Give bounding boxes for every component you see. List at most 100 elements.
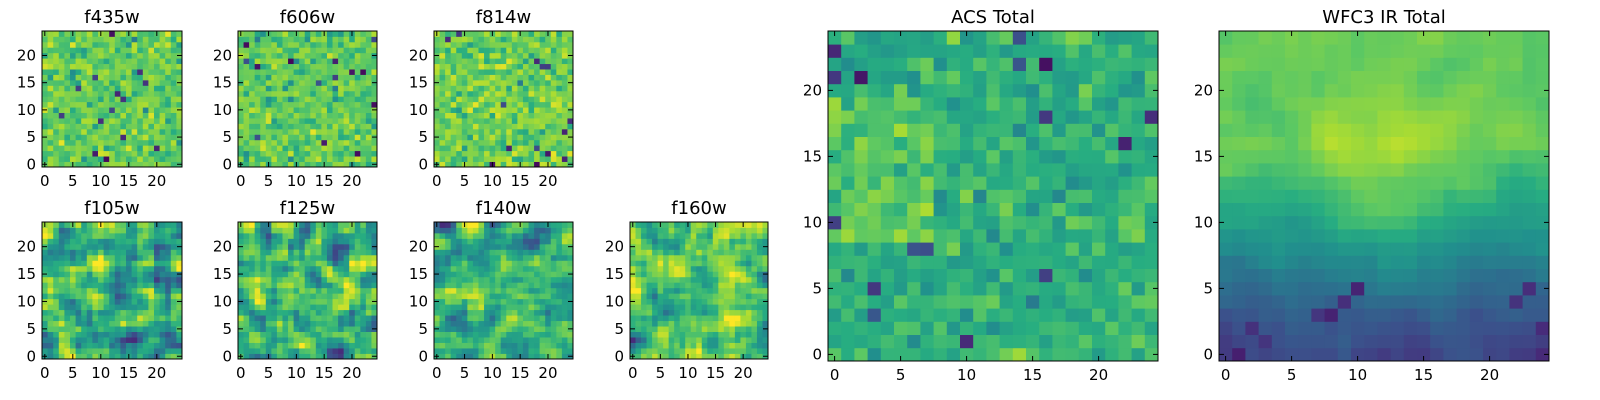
heatmap-cell [103,145,110,152]
heatmap-cell [315,326,322,332]
heatmap-cell [674,282,681,289]
heatmap-cell [1039,163,1053,177]
heatmap-cell [461,320,468,327]
heatmap-cell [114,331,121,338]
x-tick-label: 5 [656,364,666,382]
heatmap-cell [293,101,300,108]
heatmap-cell [679,282,686,289]
heatmap-cell [271,161,278,168]
heatmap-cell [472,326,479,332]
heatmap-cell [310,161,317,168]
heatmap-cell [534,118,541,124]
heatmap-cell [506,315,513,322]
heatmap-cell [299,79,306,86]
heatmap-cell [354,282,361,289]
heatmap-cell [371,238,378,245]
heatmap-cell [343,282,350,289]
heatmap-cell [456,222,463,228]
heatmap-cell [64,222,71,228]
heatmap-cell [528,315,535,322]
heatmap-cell [679,298,686,305]
heatmap-cell [276,232,283,239]
heatmap-cell [282,96,289,103]
heatmap-cell [907,163,921,177]
heatmap-cell [450,139,457,146]
heatmap-cell [561,156,568,162]
heatmap-cell [326,265,333,272]
heatmap-cell [265,315,272,322]
heatmap-cell [445,287,452,294]
heatmap-cell [354,326,361,332]
heatmap-cell [126,107,132,113]
heatmap-cell [450,63,457,70]
heatmap-cell [276,249,283,256]
heatmap-cell [456,79,463,86]
heatmap-cell [176,128,183,135]
heatmap-cell [326,107,333,113]
heatmap-cell [854,149,868,164]
heatmap-cell [159,331,166,338]
heatmap-cell [696,260,703,267]
heatmap-cell [556,128,563,135]
heatmap-cell [299,118,306,124]
heatmap-cell [478,63,485,70]
heatmap-cell [42,96,48,103]
heatmap-cell [445,243,452,250]
heatmap-cell [249,260,256,267]
heatmap-cell [326,69,333,75]
heatmap-cell [550,271,557,278]
heatmap-cell [326,101,333,108]
heatmap-cell [456,282,463,289]
heatmap-cell [299,74,306,81]
heatmap-cell [652,298,658,305]
heatmap-cell [371,123,378,130]
heatmap-cell [154,134,160,141]
heatmap-cell [734,326,741,332]
heatmap-cell [528,353,535,360]
heatmap-cell [120,107,127,113]
heatmap-cell [243,271,250,278]
heatmap-cell [271,227,278,234]
heatmap-cell [696,227,703,234]
heatmap-cell [137,309,144,316]
heatmap-cell [1026,215,1040,230]
heatmap-cell [75,331,82,338]
heatmap-cell [663,309,670,316]
heatmap-cell [668,337,675,343]
heatmap-cell [265,304,272,311]
heatmap-cell [349,309,356,316]
heatmap-cell [685,304,692,311]
heatmap-cell [561,134,568,141]
heatmap-cell [445,101,452,108]
heatmap-cell [657,304,664,311]
heatmap-cell [484,58,490,65]
heatmap-cell [92,31,99,37]
heatmap-cell [70,238,76,245]
heatmap-cell [690,282,697,289]
heatmap-cell [170,342,177,349]
heatmap-cell [365,265,372,272]
heatmap-cell [271,304,278,311]
heatmap-cell [254,31,261,37]
heatmap-cell [321,276,328,283]
heatmap-cell [159,85,166,92]
heatmap-cell [103,47,110,54]
heatmap-cell [288,232,294,239]
heatmap-cell [668,249,675,256]
heatmap-cell [1065,321,1080,335]
heatmap-cell [165,69,172,75]
heatmap-cell [472,276,479,283]
heatmap-cell [114,156,121,162]
heatmap-cell [920,308,934,322]
heatmap-cell [321,342,328,349]
heatmap-cell [254,134,261,141]
heatmap-cell [450,90,457,97]
heatmap-cell [690,342,697,349]
heatmap-cell [434,118,440,124]
heatmap-cell [310,58,317,65]
heatmap-cell [176,315,183,322]
y-tick-label: 5 [418,320,428,338]
heatmap-cell [674,320,681,327]
heatmap-cell [841,242,855,256]
heatmap-cell [478,227,485,234]
